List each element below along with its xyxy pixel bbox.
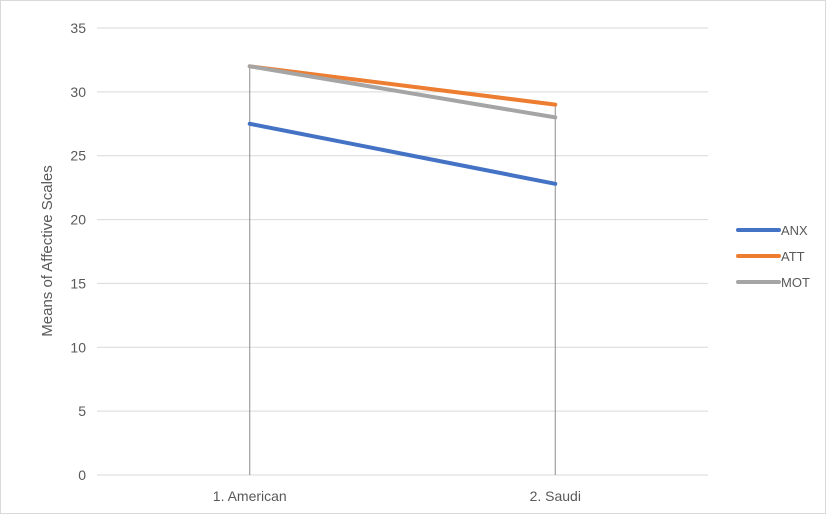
y-tick-label: 20 — [70, 212, 86, 228]
legend-label: MOT — [781, 275, 810, 290]
y-tick-label: 5 — [78, 403, 86, 419]
y-tick-label: 0 — [78, 467, 86, 483]
series-lines — [247, 64, 558, 186]
x-tick-label: 1. American — [213, 488, 287, 504]
y-tick-label: 30 — [70, 84, 86, 100]
y-tick-label: 10 — [70, 339, 86, 355]
x-tick-label: 2. Saudi — [530, 488, 581, 504]
y-axis-tick-labels: 0 5 10 15 20 25 30 35 — [70, 20, 86, 483]
series-line-mot — [247, 64, 558, 120]
y-tick-label: 35 — [70, 20, 86, 36]
y-tick-label: 15 — [70, 275, 86, 291]
x-axis-tick-labels: 1. American 2. Saudi — [213, 488, 581, 504]
series-line-anx — [247, 121, 558, 186]
legend-item-mot: MOT — [736, 275, 810, 290]
legend-item-anx: ANX — [736, 223, 808, 238]
series-line-att — [247, 64, 558, 107]
legend-label: ANX — [781, 223, 808, 238]
legend-item-att: ATT — [736, 249, 805, 264]
y-axis-title: Means of Affective Scales — [39, 165, 56, 336]
legend: ANX ATT MOT — [736, 223, 810, 290]
gridlines — [97, 27, 708, 476]
drop-lines — [249, 66, 556, 475]
legend-label: ATT — [781, 249, 805, 264]
y-tick-label: 25 — [70, 148, 86, 164]
